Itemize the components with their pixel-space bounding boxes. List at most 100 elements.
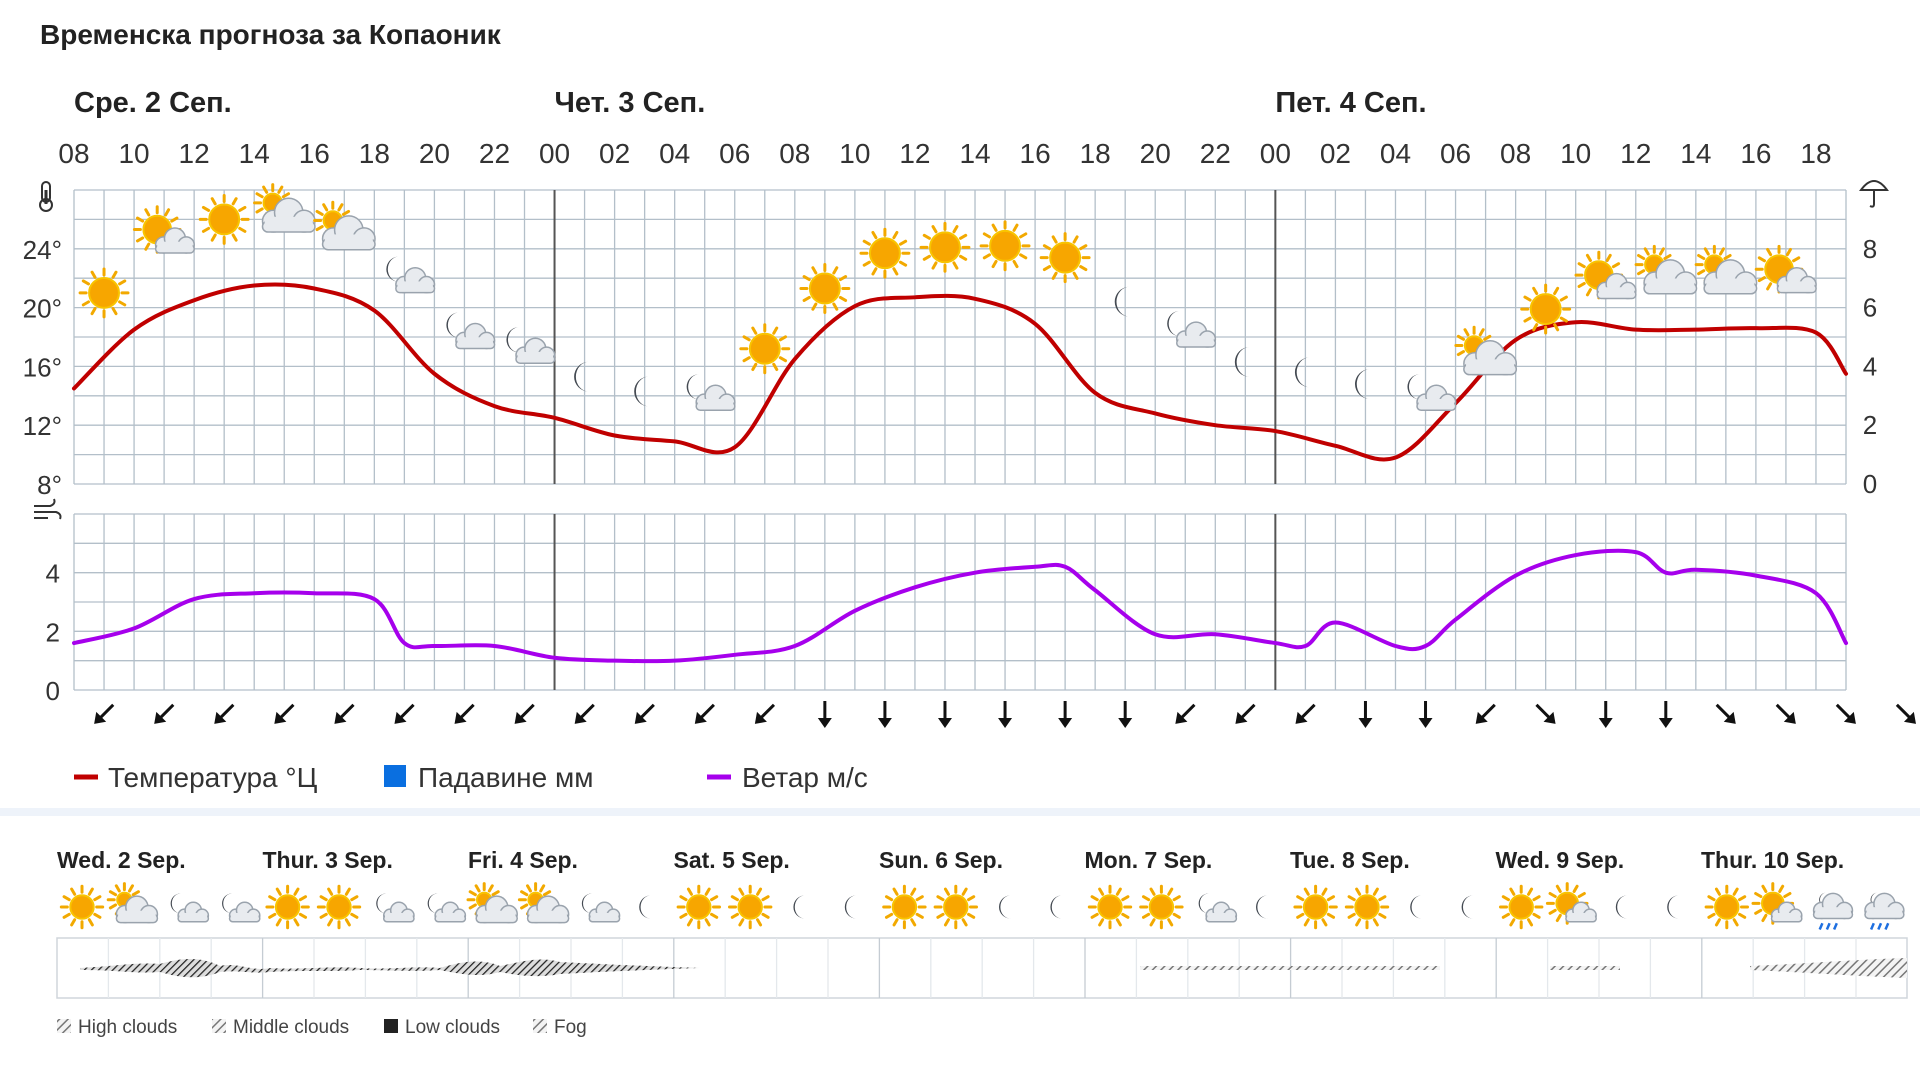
sun-cloud-icon bbox=[132, 205, 195, 254]
umbrella-icon bbox=[1859, 180, 1889, 208]
moon-icon bbox=[1234, 347, 1250, 377]
legend-precipitation-swatch bbox=[384, 765, 406, 787]
sun-icon bbox=[78, 267, 130, 319]
cloud-legend-swatch bbox=[57, 1019, 71, 1033]
sun-cloud-icon bbox=[1545, 882, 1597, 925]
hour-tick-label: 10 bbox=[839, 138, 870, 169]
meteogram-day-label: Tue. 8 Sep. bbox=[1290, 847, 1410, 873]
moon-icon bbox=[1050, 895, 1063, 919]
cloud-legend-label: High clouds bbox=[78, 1017, 177, 1038]
sw-arrow-icon bbox=[1175, 703, 1196, 724]
wind-series-line bbox=[72, 548, 1848, 664]
sw-arrow-icon bbox=[454, 703, 475, 724]
cloud-legend-label: Middle clouds bbox=[233, 1017, 349, 1038]
precipitation-axis-ticks: 0 2 4 6 8 bbox=[1863, 234, 1877, 499]
hour-tick-label: 08 bbox=[1500, 138, 1531, 169]
wind-icon bbox=[34, 498, 62, 520]
moon-icon bbox=[1354, 369, 1370, 399]
cloud-band-day10 bbox=[1750, 958, 1907, 978]
cloud-band-day9 bbox=[1550, 966, 1620, 970]
hour-tick-label: 04 bbox=[659, 138, 690, 169]
sw-arrow-icon bbox=[394, 703, 415, 724]
moon-icon bbox=[639, 895, 651, 919]
cloud-band-day1 bbox=[80, 959, 700, 978]
moon-cloud-icon bbox=[222, 893, 261, 923]
sun-icon bbox=[1344, 884, 1390, 930]
sw-arrow-icon bbox=[634, 703, 655, 724]
moon-cloud-icon bbox=[1167, 310, 1217, 348]
precipitation-tick-label: 2 bbox=[1863, 410, 1877, 440]
wind-tick-label: 2 bbox=[46, 617, 60, 647]
cloud-sun-icon bbox=[1454, 325, 1518, 376]
moon-cloud-icon bbox=[581, 893, 621, 923]
sun-icon bbox=[59, 884, 105, 930]
moon-cloud-icon bbox=[427, 893, 467, 923]
hour-tick-label: 16 bbox=[299, 138, 330, 169]
cloud-sun-icon bbox=[313, 200, 376, 251]
meteogram-day-label: Thur. 3 Sep. bbox=[263, 847, 393, 873]
s-arrow-icon bbox=[1058, 701, 1073, 728]
legend-wind-label: Ветар м/с bbox=[742, 762, 868, 793]
wind-axis-ticks: 0 2 4 bbox=[46, 559, 60, 706]
moon-icon bbox=[634, 376, 650, 407]
sun-cloud-icon bbox=[1754, 244, 1817, 294]
legend-temperature-label: Температура °Ц bbox=[108, 762, 318, 793]
hour-tick-label: 10 bbox=[118, 138, 149, 169]
precipitation-tick-label: 0 bbox=[1863, 469, 1877, 499]
s-arrow-icon bbox=[1598, 701, 1613, 728]
thermometer-icon bbox=[39, 181, 53, 212]
moon-icon bbox=[1256, 895, 1268, 919]
legend: Температура °Ц Падавине мм Ветар м/с bbox=[74, 762, 868, 793]
s-arrow-icon bbox=[937, 701, 952, 728]
hour-tick-label: 22 bbox=[479, 138, 510, 169]
moon-icon bbox=[793, 895, 806, 919]
sun-icon bbox=[799, 263, 851, 314]
temperature-tick-label: 8° bbox=[37, 470, 62, 500]
sw-arrow-icon bbox=[334, 703, 355, 724]
precipitation-tick-label: 8 bbox=[1863, 234, 1877, 264]
cloud-legend-swatch bbox=[212, 1019, 226, 1033]
meteogram-divider bbox=[0, 808, 1920, 816]
sw-arrow-icon bbox=[754, 703, 776, 724]
cloud-legend-label: Low clouds bbox=[405, 1017, 500, 1038]
moon-cloud-icon bbox=[170, 893, 210, 923]
sw-arrow-icon bbox=[154, 703, 175, 724]
sw-arrow-icon bbox=[1475, 703, 1496, 724]
cloud-sun-icon bbox=[106, 882, 159, 924]
wind-direction-arrows bbox=[94, 701, 1916, 728]
cloud-sun-icon bbox=[466, 882, 518, 924]
sun-icon bbox=[728, 884, 773, 930]
moon-icon bbox=[1667, 895, 1679, 919]
hour-tick-label: 16 bbox=[1740, 138, 1771, 169]
moon-cloud-icon bbox=[1407, 374, 1457, 412]
sw-arrow-icon bbox=[1235, 703, 1256, 724]
cloud-strip bbox=[56, 937, 1908, 999]
hour-tick-label: 20 bbox=[1140, 138, 1171, 169]
sun-icon bbox=[198, 193, 250, 245]
cloud-legend: High clouds Middle clouds Low clouds Fog bbox=[57, 1017, 587, 1038]
meteogram-icons bbox=[59, 882, 1905, 930]
hour-tick-label: 08 bbox=[779, 138, 810, 169]
weather-icons bbox=[78, 183, 1817, 412]
meteogram-day-label: Sat. 5 Sep. bbox=[674, 847, 790, 873]
hour-tick-label: 14 bbox=[1680, 138, 1711, 169]
sun-icon bbox=[919, 221, 971, 273]
se-arrow-icon bbox=[1895, 703, 1916, 724]
hour-tick-label: 18 bbox=[1080, 138, 1111, 169]
sun-icon bbox=[316, 884, 362, 930]
moon-cloud-icon bbox=[386, 256, 436, 294]
moon-icon bbox=[999, 895, 1011, 919]
hour-tick-label: 22 bbox=[1200, 138, 1231, 169]
sun-icon bbox=[1704, 884, 1749, 930]
moon-icon bbox=[1410, 895, 1422, 919]
day-label: Сре. 2 Сеп. bbox=[74, 87, 232, 119]
moon-cloud-icon bbox=[1198, 893, 1238, 923]
sun-cloud-icon bbox=[1751, 882, 1803, 925]
precipitation-tick-label: 4 bbox=[1863, 351, 1877, 381]
cloud-legend-swatch bbox=[384, 1019, 398, 1033]
rain-icon bbox=[1864, 892, 1905, 930]
sun-icon bbox=[1499, 884, 1544, 930]
sun-icon bbox=[676, 884, 721, 930]
meteogram-day-label: Wed. 9 Sep. bbox=[1496, 847, 1625, 873]
